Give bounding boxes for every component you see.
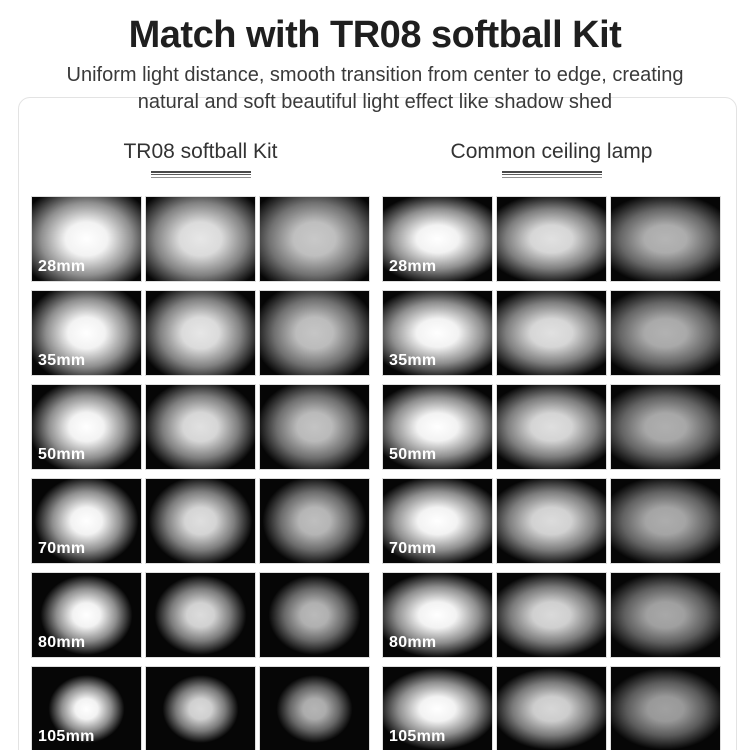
- column-header-ceiling-label: Common ceiling lamp: [450, 140, 653, 163]
- light-sample-tile: [145, 478, 256, 564]
- light-sample-tile: [610, 290, 721, 376]
- light-sample-tile: [496, 666, 607, 750]
- focal-length-label: 35mm: [389, 352, 437, 369]
- column-header-tr08: TR08 softball Kit: [32, 140, 369, 179]
- light-sample-tile: [610, 572, 721, 658]
- focal-length-label: 105mm: [38, 728, 95, 745]
- light-grid-ceiling: 28mm 35mm 50mm 70mm 80mm 105mm: [382, 196, 721, 750]
- focal-length-label: 35mm: [38, 352, 86, 369]
- focal-length-label: 80mm: [38, 634, 86, 651]
- light-sample-tile: [259, 384, 370, 470]
- light-sample-tile: [259, 290, 370, 376]
- light-sample-tile: [496, 384, 607, 470]
- light-sample-tile: 35mm: [31, 290, 142, 376]
- subtitle-line-2: natural and soft beautiful light effect …: [137, 91, 613, 113]
- comparison-card: TR08 softball Kit Common ceiling lamp 28…: [18, 97, 737, 750]
- light-sample-tile: 50mm: [382, 384, 493, 470]
- light-sample-tile: [145, 572, 256, 658]
- column-header-tr08-label: TR08 softball Kit: [123, 140, 278, 163]
- light-sample-tile: 50mm: [31, 384, 142, 470]
- light-sample-tile: [610, 384, 721, 470]
- focal-length-label: 80mm: [389, 634, 437, 651]
- light-sample-tile: [496, 572, 607, 658]
- light-sample-tile: 70mm: [382, 478, 493, 564]
- header-underline: [150, 171, 251, 179]
- focal-length-label: 28mm: [38, 258, 86, 275]
- column-header-ceiling: Common ceiling lamp: [383, 140, 720, 179]
- light-sample-tile: [259, 572, 370, 658]
- light-sample-tile: 70mm: [31, 478, 142, 564]
- light-sample-tile: [145, 196, 256, 282]
- light-sample-tile: 80mm: [31, 572, 142, 658]
- focal-length-label: 70mm: [38, 540, 86, 557]
- light-sample-tile: [145, 666, 256, 750]
- focal-length-label: 50mm: [389, 446, 437, 463]
- subtitle-line-1: Uniform light distance, smooth transitio…: [66, 64, 684, 86]
- light-sample-tile: 28mm: [382, 196, 493, 282]
- light-sample-tile: [610, 478, 721, 564]
- light-sample-tile: 105mm: [31, 666, 142, 750]
- focal-length-label: 50mm: [38, 446, 86, 463]
- light-sample-tile: [259, 196, 370, 282]
- page-title: Match with TR08 softball Kit: [128, 14, 622, 56]
- light-sample-tile: [496, 478, 607, 564]
- light-sample-tile: [496, 290, 607, 376]
- focal-length-label: 70mm: [389, 540, 437, 557]
- focal-length-label: 28mm: [389, 258, 437, 275]
- light-sample-tile: 28mm: [31, 196, 142, 282]
- light-sample-tile: [496, 196, 607, 282]
- light-sample-tile: [610, 666, 721, 750]
- light-sample-tile: [259, 666, 370, 750]
- light-sample-tile: [145, 290, 256, 376]
- light-grid-tr08: 28mm 35mm 50mm 70mm 80mm 105mm: [31, 196, 370, 750]
- light-sample-tile: 80mm: [382, 572, 493, 658]
- light-sample-tile: [610, 196, 721, 282]
- subtitle: Uniform light distance, smooth transitio…: [25, 62, 725, 116]
- focal-length-label: 105mm: [389, 728, 446, 745]
- light-sample-tile: 105mm: [382, 666, 493, 750]
- light-sample-tile: [145, 384, 256, 470]
- header-underline: [501, 171, 602, 179]
- light-sample-tile: 35mm: [382, 290, 493, 376]
- light-sample-tile: [259, 478, 370, 564]
